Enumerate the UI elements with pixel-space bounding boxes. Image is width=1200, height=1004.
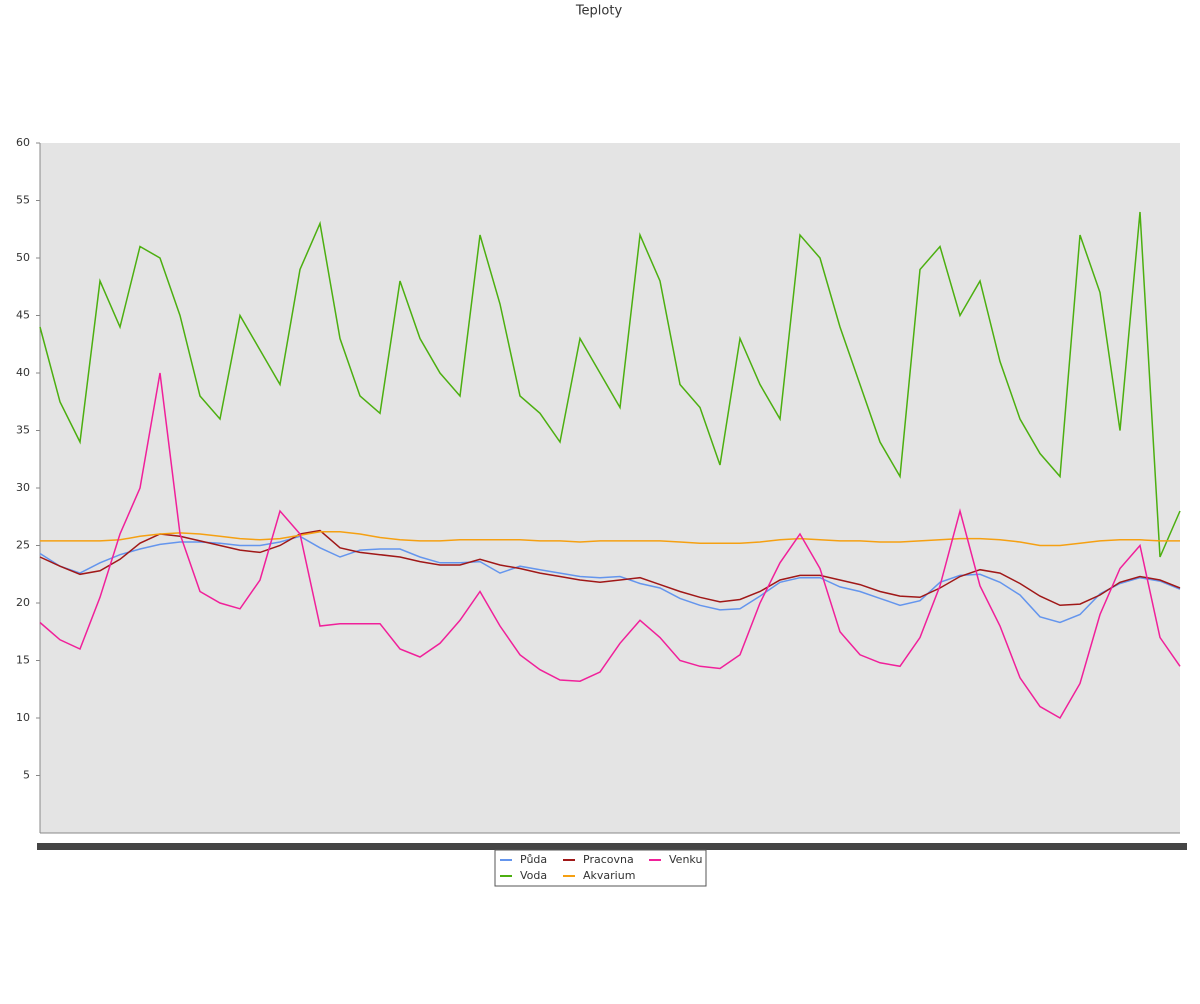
series-line xyxy=(39,372,1181,720)
y-tick-label: 5 xyxy=(23,769,30,782)
series-line xyxy=(39,529,1181,607)
legend-label: Voda xyxy=(520,869,547,882)
legend-label: Venku xyxy=(669,853,702,866)
y-tick-label: 50 xyxy=(16,251,30,264)
legend-label: Akvarium xyxy=(583,869,635,882)
y-tick-label: 40 xyxy=(16,366,30,379)
plot-area xyxy=(40,143,1180,833)
series-line xyxy=(40,530,1180,547)
y-tick-label: 60 xyxy=(16,136,30,149)
legend xyxy=(494,849,707,887)
legend-label: Půda xyxy=(520,853,547,866)
y-tick-label: 25 xyxy=(16,539,30,552)
chart-title: Teploty xyxy=(575,4,623,19)
series-line xyxy=(39,211,1181,558)
x-axis-labels-band xyxy=(37,843,1187,850)
y-tick-label: 30 xyxy=(16,481,30,494)
y-tick-label: 20 xyxy=(16,596,30,609)
y-tick-label: 45 xyxy=(16,309,30,322)
legend-label: Pracovna xyxy=(583,853,634,866)
y-tick-label: 55 xyxy=(16,194,30,207)
y-tick-label: 35 xyxy=(16,424,30,437)
series-line xyxy=(39,535,1181,624)
y-tick-label: 15 xyxy=(16,654,30,667)
y-tick-label: 10 xyxy=(16,711,30,724)
